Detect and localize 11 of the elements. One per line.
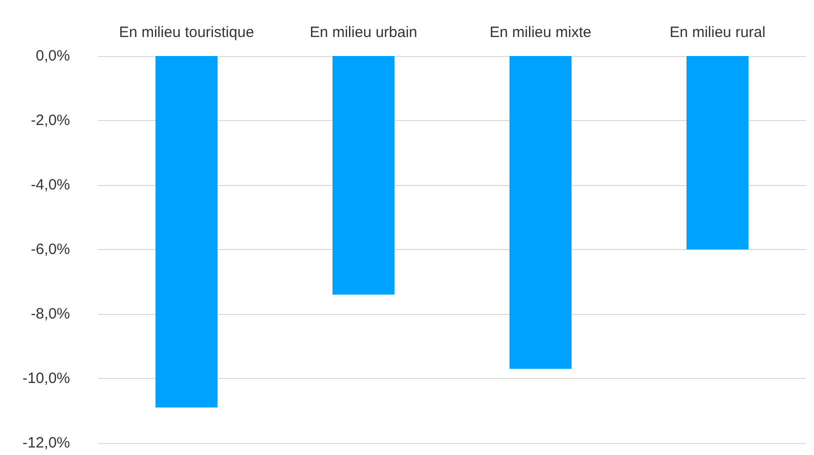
x-tick-label: En milieu mixte [490,24,592,41]
y-tick-label: -6,0% [30,241,70,258]
x-tick-label: En milieu rural [670,24,766,41]
y-tick-label: -4,0% [30,176,70,194]
x-tick-label: En milieu touristique [118,24,254,41]
y-tick-label: -8,0% [30,306,70,322]
y-tick-label: -10,0% [22,370,70,387]
y-tick-label: 0,0% [36,48,70,64]
y-tick-label: -2,0% [30,112,70,129]
y-tick-label: -12,0% [22,434,70,452]
x-tick-label: En milieu urbain [310,24,418,41]
